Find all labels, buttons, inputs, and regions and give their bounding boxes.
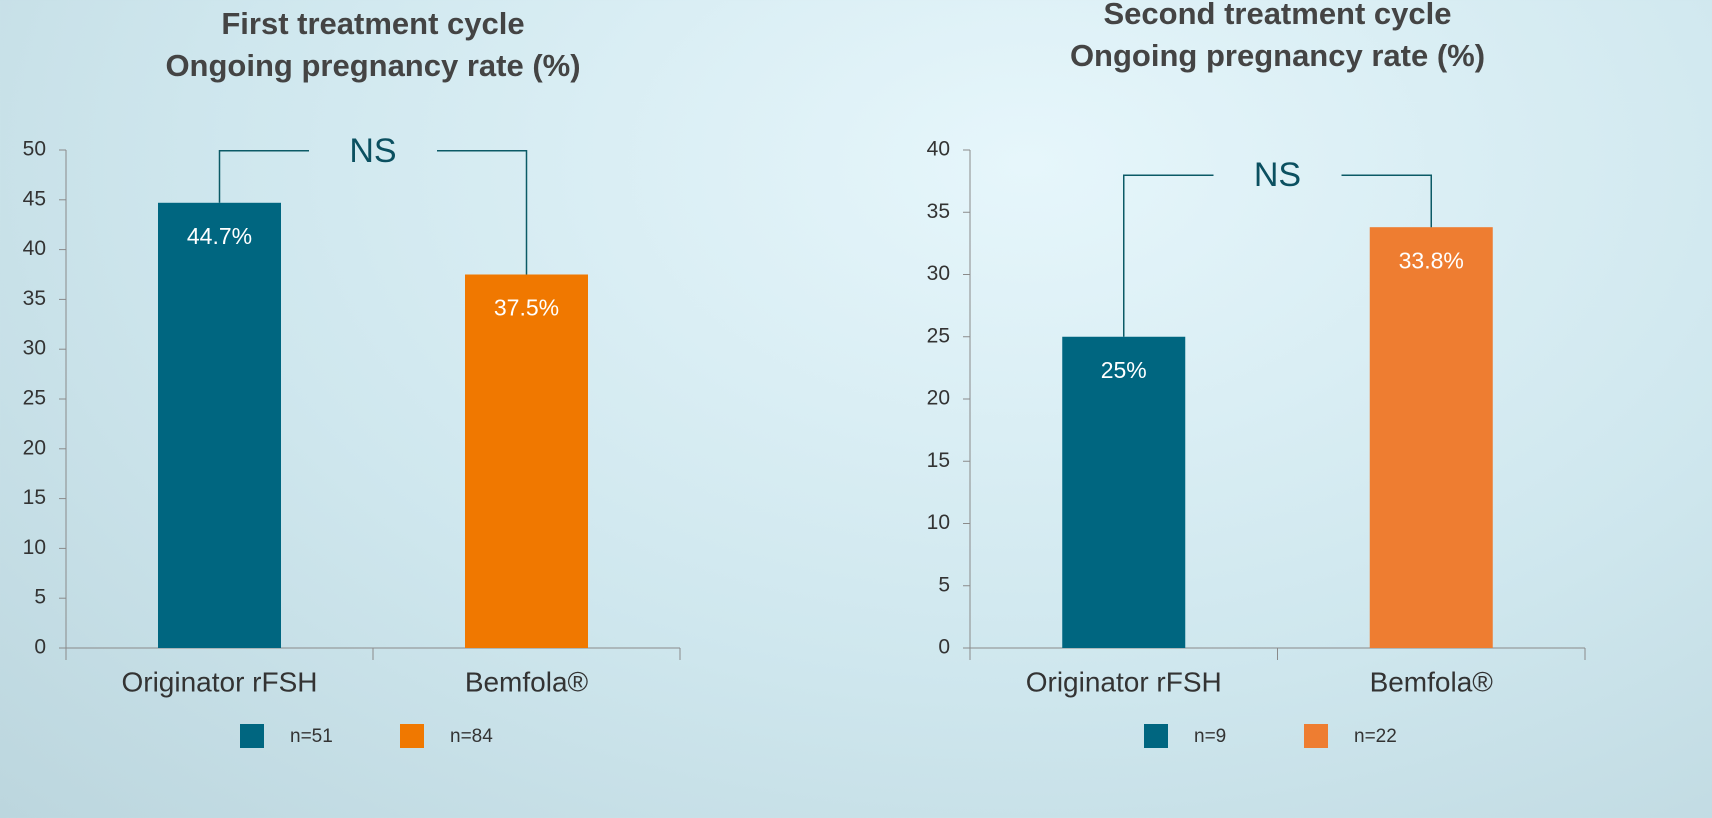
significance-bracket (218, 150, 528, 275)
x-tick-label: Bemfola® (465, 666, 589, 697)
x-tick-label: Originator rFSH (121, 666, 317, 697)
chart-title: First treatment cycle (221, 6, 524, 41)
y-tick-label: 25 (23, 387, 46, 410)
y-tick-label: 0 (938, 636, 950, 659)
annotation: NS (1254, 156, 1301, 194)
y-tick-label: 50 (23, 138, 46, 161)
bar (1062, 336, 1186, 648)
bar (158, 202, 281, 648)
y-tick-label: 30 (23, 337, 46, 360)
y-tick-label: 20 (23, 436, 46, 459)
chart-title: Ongoing pregnancy rate (%) (1070, 38, 1485, 73)
chart-title: Ongoing pregnancy rate (%) (165, 48, 580, 83)
y-tick-label: 0 (34, 636, 46, 659)
bar (1369, 227, 1493, 648)
y-tick-label: 10 (23, 536, 46, 559)
legend-label: n=84 (450, 726, 493, 747)
value-label: 33.8% (1399, 247, 1464, 273)
y-tick-label: 5 (34, 586, 46, 609)
legend-label: n=22 (1354, 726, 1397, 747)
legend-swatch (1144, 724, 1168, 748)
y-tick-label: 45 (23, 187, 46, 210)
y-tick-label: 40 (23, 237, 46, 260)
legend-swatch (400, 724, 424, 748)
legend-label: n=51 (290, 726, 333, 747)
y-tick-label: 15 (23, 486, 46, 509)
y-tick-label: 30 (927, 262, 950, 285)
bar (465, 274, 588, 648)
significance-bracket (1123, 174, 1432, 337)
chart-title: Second treatment cycle (1103, 0, 1451, 31)
value-label: 44.7% (187, 223, 252, 249)
legend-swatch (240, 724, 264, 748)
value-label: 25% (1101, 357, 1147, 383)
y-tick-label: 15 (927, 449, 950, 472)
y-tick-label: 35 (927, 200, 950, 223)
annotation: NS (349, 132, 396, 170)
x-tick-label: Bemfola® (1370, 666, 1494, 697)
y-tick-label: 20 (927, 387, 950, 410)
x-tick-label: Originator rFSH (1026, 666, 1222, 697)
legend-swatch (1304, 724, 1328, 748)
y-tick-label: 40 (927, 138, 950, 161)
y-tick-label: 5 (938, 573, 950, 596)
y-tick-label: 35 (23, 287, 46, 310)
y-tick-label: 10 (927, 511, 950, 534)
y-tick-label: 25 (927, 324, 950, 347)
legend-label: n=9 (1194, 726, 1226, 747)
value-label: 37.5% (494, 295, 559, 321)
